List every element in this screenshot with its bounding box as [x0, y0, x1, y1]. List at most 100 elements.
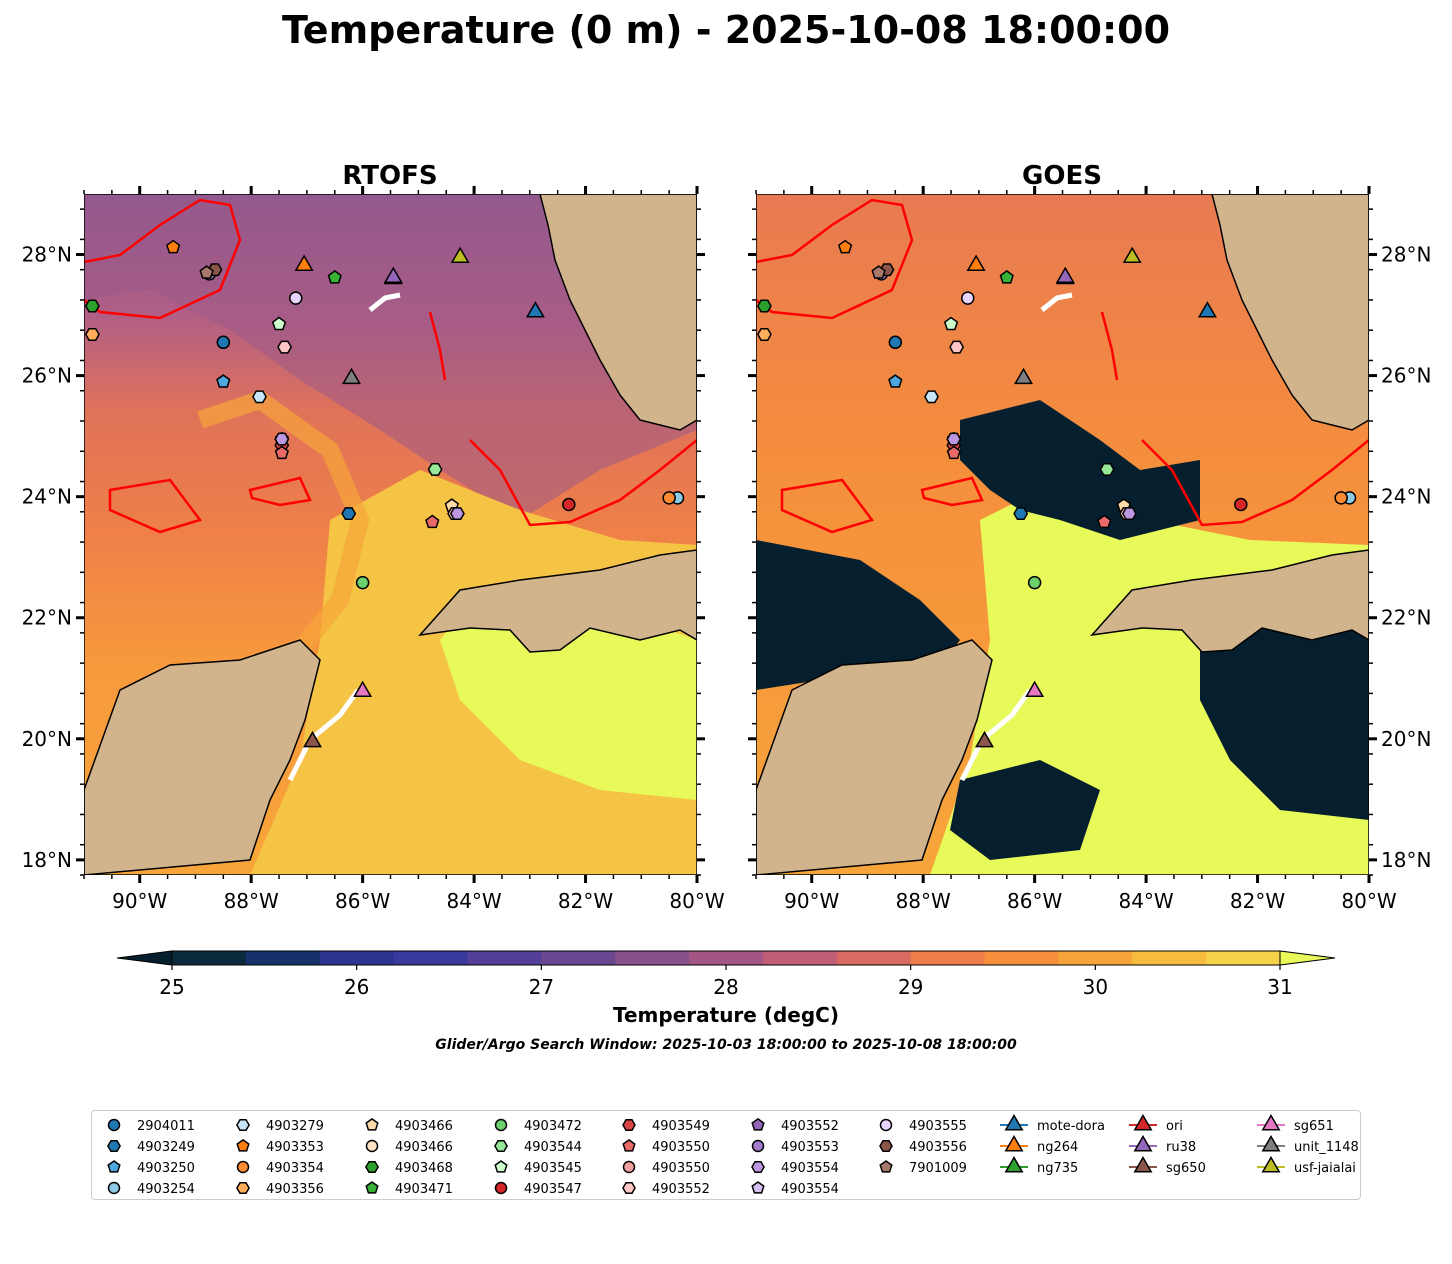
- rtofs-glider-track-2: [368, 292, 401, 312]
- colorbar-segment: [319, 951, 395, 965]
- goes-land-florida: [1211, 194, 1369, 431]
- lat-tick-label: 26°N: [22, 364, 72, 388]
- legend-marker-4903472: [494, 1118, 508, 1132]
- legend-label: 4903471: [395, 1182, 453, 1197]
- legend-marker-sg650: [1133, 1156, 1153, 1173]
- goes-cloud-mask-south-west: [756, 540, 960, 690]
- platform-marker-4903545: [943, 316, 959, 331]
- colorbar-segment: [172, 951, 247, 965]
- colorbar-segment: [467, 951, 542, 965]
- platform-marker-4903353: [166, 239, 181, 254]
- rtofs-cool-region: [84, 194, 697, 520]
- legend-label: sg650: [1166, 1161, 1206, 1176]
- rtofs-loop-current-band: [197, 390, 370, 656]
- platform-marker-ng264: [294, 254, 314, 271]
- legend-marker-ori: [1133, 1114, 1153, 1131]
- legend-marker-4903250: [107, 1160, 121, 1173]
- legend-label: 4903544: [524, 1140, 582, 1155]
- platform-marker-4903279: [924, 390, 939, 404]
- legend-label: 4903472: [524, 1119, 582, 1134]
- legend-marker-4903279: [236, 1119, 250, 1131]
- platform-marker-unit_1148: [1014, 367, 1033, 385]
- legend-label: 4903279: [266, 1119, 324, 1134]
- platform-marker-4903356: [756, 327, 772, 341]
- lon-tick-label: 80°W: [1341, 889, 1396, 913]
- platform-marker-4903468: [84, 299, 100, 313]
- lat-tick-label: 22°N: [22, 606, 72, 630]
- rtofs-axes: 90°W 88°W 86°W 84°W 82°W 80°W 18°N 20°N 22°N 24°N…: [22, 186, 725, 913]
- rtofs-land-yucatan: [84, 639, 321, 875]
- legend-marker-sg651: [1261, 1114, 1281, 1131]
- platform-marker-2904011: [888, 335, 903, 350]
- lat-tick-label: 28°N: [22, 243, 72, 267]
- panel-title-rtofs: RTOFS: [342, 161, 437, 191]
- platform-marker-4903550: [274, 445, 289, 460]
- lon-tick-label: 84°W: [446, 889, 501, 913]
- legend-label: 4903250: [137, 1161, 195, 1176]
- legend-marker-ng735: [1004, 1156, 1024, 1173]
- legend-label: 4903554: [781, 1161, 839, 1176]
- legend-label: 4903254: [137, 1182, 195, 1197]
- platform-marker-unit_1148: [342, 367, 361, 385]
- platform-marker-4903471: [327, 269, 342, 284]
- colorbar-tick-label: 31: [1267, 975, 1292, 999]
- platform-marker-4903354: [662, 491, 676, 505]
- lon-tick-label: 82°W: [1230, 889, 1285, 913]
- legend-label: 4903545: [524, 1161, 582, 1176]
- lat-tick-label: 26°N: [1381, 364, 1431, 388]
- legend-label: 4903550: [652, 1161, 710, 1176]
- lat-tick-label: 24°N: [22, 485, 72, 509]
- platform-marker-4903550: [946, 445, 961, 460]
- lon-tick-label: 86°W: [1007, 889, 1062, 913]
- lon-tick-label: 86°W: [335, 889, 390, 913]
- goes-glider-track-1: [959, 688, 1033, 782]
- legend-label: 4903249: [137, 1140, 195, 1155]
- legend-marker-4903554: [751, 1161, 765, 1173]
- colorbar-segment: [1058, 951, 1133, 965]
- legend-marker-4903466: [365, 1139, 379, 1153]
- goes-cloud-mask-central: [960, 400, 1200, 540]
- goes-cloud-mask-east: [1200, 620, 1369, 820]
- legend-label: 4903555: [909, 1119, 967, 1134]
- goes-cloud-mask-south: [950, 760, 1100, 860]
- platform-marker-4903354: [1334, 491, 1348, 505]
- platform-marker-4903472: [355, 575, 370, 590]
- colorbar-segment: [541, 951, 616, 965]
- platform-marker-usf-jaialai: [450, 246, 470, 264]
- legend-label: 4903547: [524, 1182, 582, 1197]
- platform-marker-4903545: [271, 316, 287, 331]
- colorbar-under-arrow: [116, 950, 173, 966]
- colorbar-tick-label: 25: [159, 975, 184, 999]
- platform-marker-sg651: [353, 680, 373, 698]
- colorbar-tick-label: 27: [529, 975, 554, 999]
- legend-label: 4903468: [395, 1161, 453, 1176]
- legend-marker-4903552: [622, 1182, 636, 1194]
- platform-marker-ng264: [966, 254, 986, 271]
- platform-marker-4903468: [756, 299, 772, 313]
- legend-marker-usf-jaialai: [1261, 1156, 1281, 1173]
- goes-land-yucatan: [756, 639, 993, 875]
- lat-tick-label: 18°N: [1381, 848, 1431, 872]
- platform-marker-ru38: [1055, 266, 1075, 284]
- rtofs-markers: [84, 239, 685, 748]
- search-window-subtitle: Glider/Argo Search Window: 2025-10-03 18…: [435, 1037, 1017, 1053]
- platform-marker-4903555: [289, 291, 303, 305]
- platform-marker-4903353: [838, 239, 853, 254]
- figure-title: Temperature (0 m) - 2025-10-08 18:00:00: [282, 8, 1170, 52]
- legend-label: sg651: [1294, 1119, 1334, 1134]
- goes-map: [756, 194, 1369, 875]
- platform-marker-4903555: [961, 291, 975, 305]
- lon-tick-label: 88°W: [896, 889, 951, 913]
- legend-marker-4903547: [494, 1181, 508, 1195]
- platform-marker-4903550: [425, 514, 440, 529]
- lat-tick-label: 20°N: [1381, 727, 1431, 751]
- goes-eddy-contour: [756, 198, 1369, 534]
- platform-marker-4903547: [562, 497, 576, 512]
- rtofs-eddy-contour: [84, 198, 697, 534]
- colorbar-segment: [615, 951, 690, 965]
- legend-marker-4903353: [236, 1138, 250, 1152]
- legend-label: ng735: [1037, 1161, 1078, 1176]
- legend-label: 2904011: [137, 1119, 195, 1134]
- legend-marker-4903549: [622, 1119, 636, 1131]
- legend-marker-unit_1148: [1261, 1135, 1281, 1152]
